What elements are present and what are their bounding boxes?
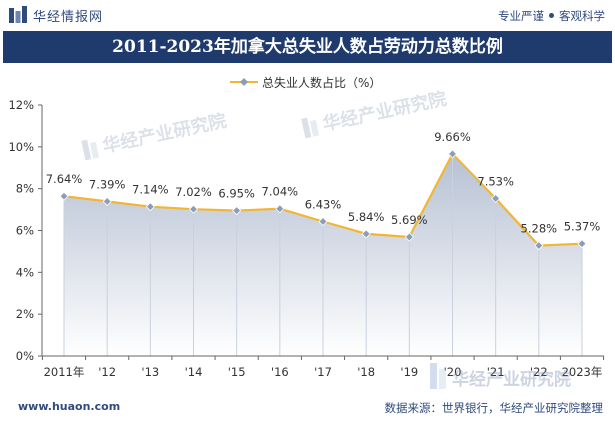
legend: 总失业人数占比（%） <box>230 75 381 90</box>
data-label: 6.43% <box>305 198 342 212</box>
brand-name: 华经情报网 <box>33 9 104 25</box>
data-point <box>275 204 285 214</box>
y-tick-label: 2% <box>16 307 34 321</box>
x-tick-label: 2011年 <box>44 365 85 379</box>
tagline-dot-icon <box>549 13 554 18</box>
data-point <box>361 229 371 239</box>
chart-title: 2011-2023年加拿大总失业人数占劳动力总数比例 <box>3 31 612 63</box>
x-tick-label: '16 <box>271 365 289 379</box>
data-point <box>102 196 112 206</box>
data-point <box>534 240 544 251</box>
tagline-right: 客观科学 <box>559 9 605 23</box>
x-tick-label: '14 <box>185 365 203 379</box>
logo-icon <box>9 6 27 23</box>
data-label: 5.37% <box>564 220 601 234</box>
x-tick-label: '18 <box>357 365 375 379</box>
top-bar: 华经情报网 专业严谨 客观科学 <box>0 0 615 30</box>
x-tick-label: '20 <box>444 365 462 379</box>
data-point <box>491 193 501 204</box>
plot-area: 7.64% 7.39% 7.14% 7.02% 6.95% 7.04% 6.43% 5.84%… <box>46 130 601 356</box>
data-point <box>232 206 242 216</box>
data-label: 7.53% <box>477 174 514 188</box>
x-tick-label: '17 <box>314 365 332 379</box>
data-label: 7.14% <box>132 183 169 197</box>
data-label: 7.39% <box>89 177 126 191</box>
y-axis: 0% 2% 4% 6% 8% 10% 12% <box>8 98 43 363</box>
data-label: 7.02% <box>175 185 212 199</box>
data-point <box>577 239 587 249</box>
corner-watermark: 华经产业研究院 <box>430 363 571 390</box>
x-tick-label: '22 <box>530 365 548 379</box>
line-area-chart: 华经产业研究院 华经产业研究院 总失业人数占比（%） 0% 2% 4% 6% 8% 10%… <box>8 75 605 390</box>
y-tick-label: 6% <box>16 224 34 238</box>
data-point <box>145 202 155 212</box>
x-tick-label: '15 <box>228 365 246 379</box>
y-tick-label: 12% <box>8 98 34 112</box>
legend-label: 总失业人数占比（%） <box>262 75 381 90</box>
y-tick-label: 4% <box>16 265 34 279</box>
data-point <box>318 216 328 227</box>
data-label: 6.95% <box>218 187 255 201</box>
data-label: 7.04% <box>262 185 299 199</box>
watermark-group: 华经产业研究院 华经产业研究院 <box>81 88 449 161</box>
data-point <box>188 204 199 214</box>
data-label: 7.64% <box>46 172 83 186</box>
y-tick-label: 10% <box>8 140 34 154</box>
data-source: 数据来源：世界银行，华经产业研究院整理 <box>384 401 604 415</box>
data-label: 5.69% <box>391 213 428 227</box>
x-tick-label: '21 <box>487 365 505 379</box>
data-point <box>59 191 69 201</box>
watermark-text-2: 华经产业研究院 <box>321 88 449 136</box>
x-axis: 2011年 '12 '13 '14 '15 '16 '17 '18 '19 '20 '21 '22 20… <box>41 355 605 379</box>
data-label: 9.66% <box>434 130 471 144</box>
y-tick-label: 0% <box>16 349 34 363</box>
x-tick-label: '19 <box>400 365 418 379</box>
data-label: 5.28% <box>521 222 558 236</box>
legend-marker-swatch <box>240 78 248 86</box>
data-label: 5.84% <box>348 210 385 224</box>
tagline: 专业严谨 客观科学 <box>498 8 605 24</box>
data-point <box>404 232 414 242</box>
x-tick-label: '13 <box>141 365 159 379</box>
x-tick-label: '12 <box>98 365 116 379</box>
brand: 华经情报网 <box>8 5 103 25</box>
watermark-text-1: 华经产业研究院 <box>101 110 229 158</box>
tagline-left: 专业严谨 <box>498 9 544 23</box>
x-tick-label: 2023年 <box>562 365 603 379</box>
corner-watermark-text: 华经产业研究院 <box>452 369 571 390</box>
y-tick-label: 8% <box>16 182 34 196</box>
footer: www.huaon.com 数据来源：世界银行，华经产业研究院整理 <box>0 390 615 427</box>
footer-url: www.huaon.com <box>18 400 121 413</box>
data-point <box>447 149 458 159</box>
